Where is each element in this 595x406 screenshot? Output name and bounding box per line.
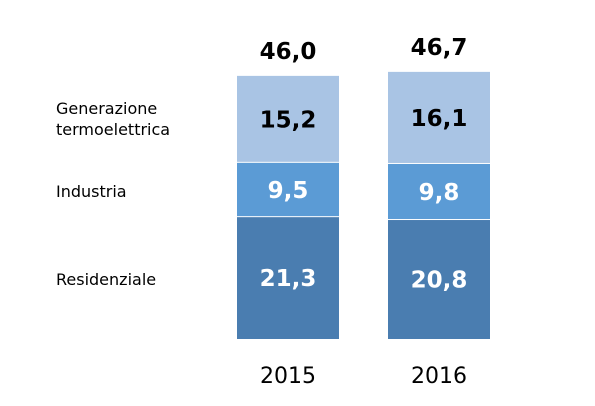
bar-segment-industria-2016 bbox=[388, 163, 490, 220]
bars-layer bbox=[237, 71, 490, 339]
legend-entry-generazione-termoelettrica: Generazione termoelettrica bbox=[56, 99, 170, 139]
segment-value-label: 16,1 bbox=[411, 106, 468, 132]
total-value-label: 46,0 bbox=[260, 39, 317, 65]
total-value-label: 46,7 bbox=[411, 35, 468, 61]
category-tick-label: 2016 bbox=[411, 364, 467, 389]
legend-layer: Residenziale Industria Generazione termoele… bbox=[56, 99, 170, 289]
segment-value-label: 9,5 bbox=[268, 178, 309, 204]
category-tick-label: 2015 bbox=[260, 364, 316, 389]
legend-entry-industria: Industria bbox=[56, 182, 127, 201]
bar-segment-residenziale-2016 bbox=[388, 220, 490, 339]
segment-value-label: 9,8 bbox=[419, 180, 460, 206]
segment-value-label: 15,2 bbox=[260, 107, 317, 133]
bar-segment-residenziale-2015 bbox=[237, 217, 339, 339]
legend-entry-residenziale: Residenziale bbox=[56, 270, 156, 289]
bar-segment-industria-2015 bbox=[237, 162, 339, 217]
bar-segment-generazione-termoelettrica-2016 bbox=[388, 71, 490, 163]
labels-layer: 21,3 9,5 15,2 46,0 2015 20,8 9,8 16,1 46,7 2016 bbox=[260, 35, 468, 389]
bar-segment-generazione-termoelettrica-2015 bbox=[237, 75, 339, 162]
segment-value-label: 20,8 bbox=[411, 268, 468, 294]
segment-value-label: 21,3 bbox=[260, 266, 317, 292]
